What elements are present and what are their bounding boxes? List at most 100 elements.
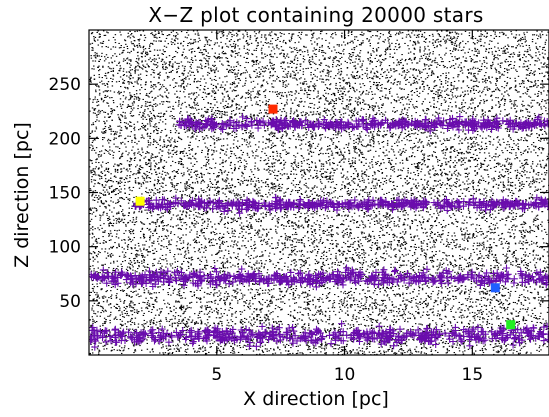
field-star-point [315, 134, 317, 136]
field-star-point [273, 349, 275, 351]
field-star-point [94, 207, 96, 209]
field-star-point [461, 285, 463, 287]
field-star-point [477, 185, 479, 187]
field-star-point [406, 304, 408, 306]
field-star-point [94, 240, 97, 242]
field-star-point [312, 113, 315, 115]
field-star-point [429, 187, 432, 189]
field-star-point [225, 284, 227, 286]
field-star-point [454, 95, 457, 97]
field-star-point [139, 111, 141, 113]
field-star-point [112, 269, 114, 271]
field-star-point [470, 305, 472, 307]
field-star-point [218, 238, 220, 240]
field-star-point [306, 169, 308, 171]
field-star-point [171, 183, 173, 185]
field-star-point [517, 321, 519, 323]
field-star-point [299, 136, 301, 138]
field-star-point [367, 77, 369, 79]
field-star-point [360, 302, 362, 304]
field-star-point [151, 303, 154, 305]
field-star-point [544, 130, 546, 132]
field-star-point [249, 316, 251, 318]
field-star-point [376, 112, 378, 114]
field-star-point [543, 267, 546, 269]
field-star-point [120, 263, 122, 265]
field-star-point [378, 143, 380, 145]
field-star-point [397, 331, 399, 333]
field-star-point [450, 147, 452, 149]
field-star-point [142, 30, 145, 32]
field-star-point [90, 55, 92, 57]
field-star-point [334, 57, 336, 59]
field-star-point [144, 209, 146, 211]
field-star-point [383, 245, 386, 247]
field-star-point [236, 103, 239, 105]
field-star-point [248, 43, 250, 45]
field-star-point [524, 174, 526, 176]
field-star-point [93, 302, 96, 304]
field-star-point [534, 280, 536, 282]
field-star-point [324, 315, 327, 317]
field-star-point [536, 321, 538, 323]
field-star-point [354, 148, 356, 150]
field-star-point [433, 106, 435, 108]
field-star-point [403, 233, 406, 235]
field-star-point [295, 90, 297, 92]
field-star-point [429, 247, 432, 249]
field-star-point [496, 80, 498, 82]
field-star-point [107, 162, 109, 164]
field-star-point [201, 68, 203, 70]
field-star-point [111, 150, 113, 152]
field-star-point [423, 159, 426, 161]
field-star-point [175, 245, 178, 247]
field-star-point [320, 310, 322, 312]
field-star-point [101, 185, 104, 187]
field-star-point [313, 85, 315, 87]
field-star-point [152, 43, 154, 45]
field-star-point [163, 238, 165, 240]
field-star-point [427, 314, 429, 316]
field-star-point [195, 104, 198, 106]
field-star-point [390, 311, 393, 313]
field-star-point [361, 249, 363, 251]
field-star-point [373, 108, 375, 110]
field-star-point [136, 312, 139, 314]
field-star-point [437, 268, 440, 270]
field-star-point [194, 238, 196, 240]
field-star-point [480, 228, 482, 230]
field-star-point [402, 214, 405, 216]
field-star-point [449, 32, 451, 34]
field-star-point [379, 288, 382, 290]
field-star-point [399, 348, 401, 350]
field-star-point [431, 251, 433, 253]
field-star-point [531, 38, 534, 40]
field-star-point [150, 326, 152, 328]
field-star-point [463, 110, 465, 112]
field-star-point [220, 133, 222, 135]
field-star-point [527, 297, 529, 299]
field-star-point [543, 249, 545, 251]
field-star-point [542, 47, 544, 49]
field-star-point [532, 161, 534, 163]
field-star-point [250, 42, 253, 44]
field-star-point [255, 61, 258, 63]
field-star-point [97, 85, 100, 87]
field-star-point [233, 40, 236, 42]
field-star-point [535, 225, 537, 227]
field-star-point [188, 217, 191, 219]
field-star-point [332, 197, 334, 199]
field-star-point [393, 306, 395, 308]
field-star-point [198, 312, 201, 314]
field-star-point [483, 243, 485, 245]
field-star-point [456, 239, 458, 241]
field-star-point [234, 90, 236, 92]
field-star-point [513, 251, 515, 253]
field-star-point [258, 112, 261, 114]
field-star-point [115, 222, 118, 224]
field-star-point [536, 178, 539, 180]
field-star-point [189, 316, 191, 318]
field-star-point [426, 263, 428, 265]
field-star-point [357, 306, 359, 308]
field-star-point [401, 159, 404, 161]
